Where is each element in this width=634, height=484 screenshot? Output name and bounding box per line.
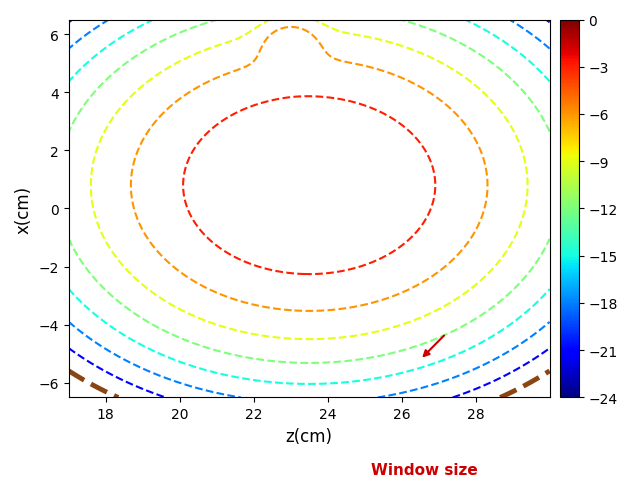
Text: Window size: Window size [372, 462, 478, 477]
Y-axis label: x(cm): x(cm) [15, 185, 33, 233]
X-axis label: z(cm): z(cm) [286, 427, 333, 445]
